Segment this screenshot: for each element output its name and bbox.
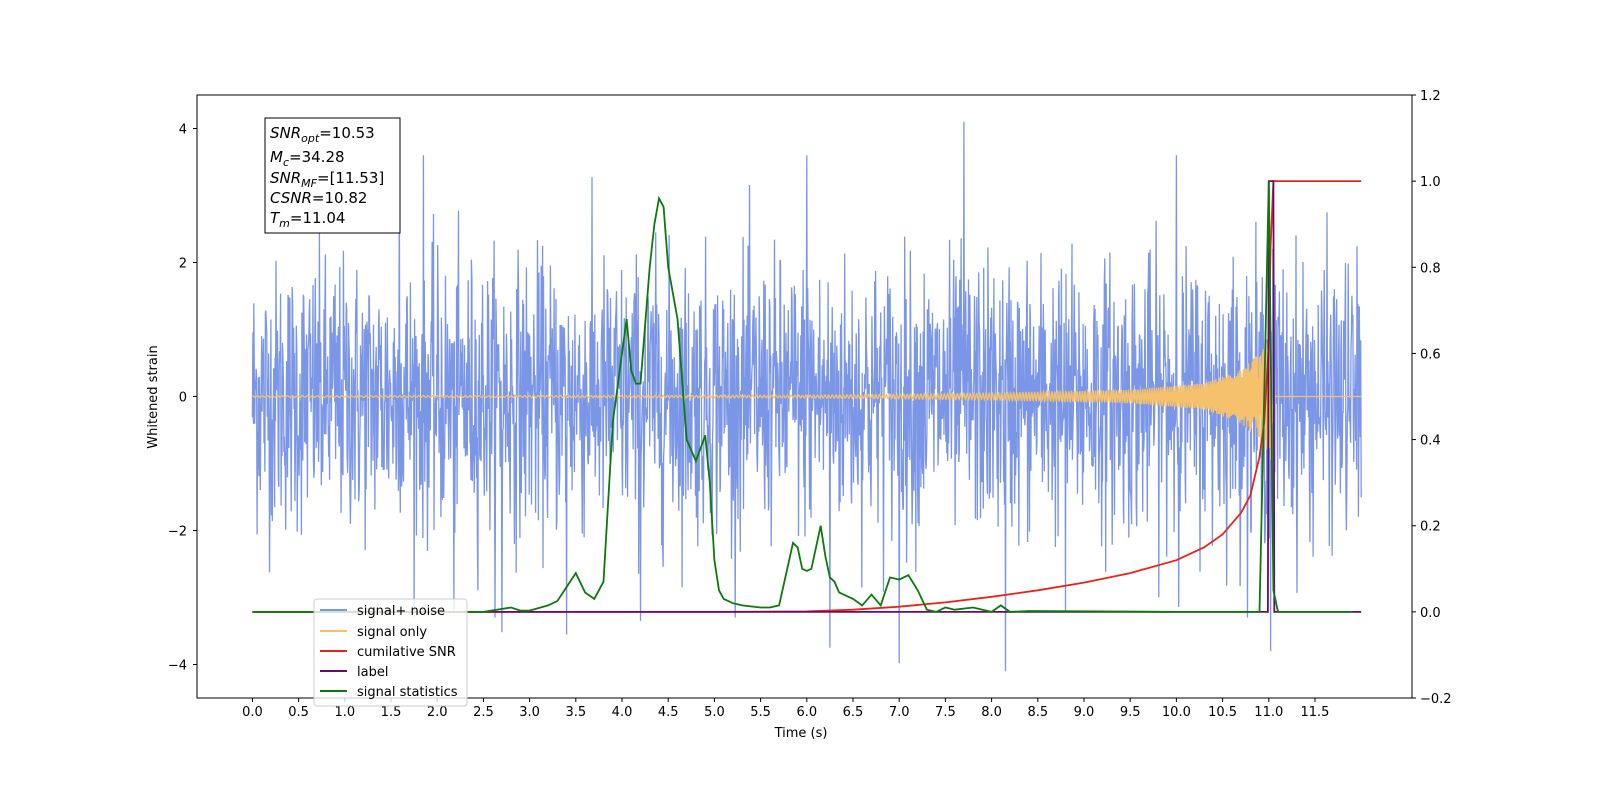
y-right-tick-label: 0.4: [1420, 434, 1441, 449]
series-signal-statistics: [252, 181, 1352, 613]
series-signal-only: [252, 318, 1362, 460]
x-tick-label: 11.0: [1254, 705, 1283, 720]
x-tick-label: 6.0: [796, 705, 817, 720]
info-mc: Mc=34.28: [270, 148, 345, 169]
x-tick-label: 6.5: [843, 705, 864, 720]
x-tick-label: 2.0: [427, 705, 448, 720]
series-cumulative-snr: [252, 180, 1362, 613]
y-left-tick-label: 2: [179, 257, 187, 272]
legend-label: signal statistics: [357, 685, 458, 700]
x-tick-label: 3.5: [565, 705, 586, 720]
y-left-tick-label: −2: [168, 525, 187, 540]
y-right-tick-label: −0.2: [1420, 692, 1452, 707]
x-tick-label: 5.0: [704, 705, 725, 720]
x-tick-label: 10.5: [1208, 705, 1237, 720]
y-left-tick-label: −4: [168, 659, 187, 674]
x-tick-label: 4.5: [658, 705, 679, 720]
x-tick-label: 4.0: [612, 705, 633, 720]
legend-label: signal only: [357, 625, 427, 640]
x-tick-label: 10.0: [1162, 705, 1191, 720]
y-right-tick-label: 1.0: [1420, 175, 1441, 190]
x-tick-label: 3.0: [519, 705, 540, 720]
legend-label: cumilative SNR: [357, 645, 456, 660]
info-tm: Tm=11.04: [270, 209, 345, 230]
x-axis-label: Time (s): [774, 726, 828, 741]
x-tick-label: 5.5: [750, 705, 771, 720]
x-tick-label: 8.0: [981, 705, 1002, 720]
y-axis-right: 1.2 1.0 0.8 0.6 0.4 0.2 0.0 −0.2: [1412, 89, 1452, 707]
y-axis-left: 4 2 0 −2 −4: [168, 123, 197, 674]
y-axis-label: Whitened strain: [146, 345, 161, 448]
y-left-tick-label: 0: [179, 391, 187, 406]
info-csnr: CSNR=10.82: [270, 189, 367, 207]
x-tick-label: 2.5: [473, 705, 494, 720]
x-tick-label: 7.0: [889, 705, 910, 720]
x-tick-label: 8.5: [1027, 705, 1048, 720]
x-tick-label: 9.0: [1074, 705, 1095, 720]
legend-item-label: label: [320, 665, 388, 680]
info-snr-opt: SNRopt=10.53: [270, 124, 375, 145]
x-tick-label: 7.5: [935, 705, 956, 720]
legend-item-signal-statistics: signal statistics: [320, 685, 458, 700]
x-tick-label: 1.5: [381, 705, 402, 720]
legend-item-signal-noise: signal+ noise: [320, 604, 445, 619]
x-axis: 0.0 0.5 1.0 1.5 2.0 2.5 3.0 3.5 4.0 4.5 5.0 5.5 6.0 6…: [242, 698, 1329, 720]
legend-item-signal-only: signal only: [320, 625, 427, 640]
y-right-tick-label: 1.2: [1420, 89, 1441, 104]
plot-area: [251, 121, 1362, 672]
x-tick-label: 0.5: [288, 705, 309, 720]
legend-label: label: [357, 665, 388, 680]
legend-label: signal+ noise: [357, 604, 445, 619]
x-tick-label: 0.0: [242, 705, 263, 720]
legend-frame: [313, 598, 468, 707]
legend: signal+ noise signal only cumilative SNR…: [313, 598, 468, 707]
series-signal-noise: [251, 121, 1362, 672]
y-right-tick-label: 0.2: [1420, 520, 1441, 535]
y-right-tick-label: 0.8: [1420, 261, 1441, 276]
y-left-tick-label: 4: [179, 123, 187, 138]
x-tick-label: 11.5: [1301, 705, 1330, 720]
info-snr-mf: SNRMF=[11.53]: [270, 169, 384, 190]
legend-item-cumulative-snr: cumilative SNR: [320, 645, 456, 660]
y-right-tick-label: 0.6: [1420, 347, 1441, 362]
info-box-frame: [264, 117, 401, 234]
x-tick-label: 1.0: [334, 705, 355, 720]
y-right-tick-label: 0.0: [1420, 606, 1441, 621]
info-box: SNRopt=10.53 Mc=34.28 SNRMF=[11.53] CSNR…: [264, 117, 401, 234]
x-tick-label: 9.5: [1120, 705, 1141, 720]
